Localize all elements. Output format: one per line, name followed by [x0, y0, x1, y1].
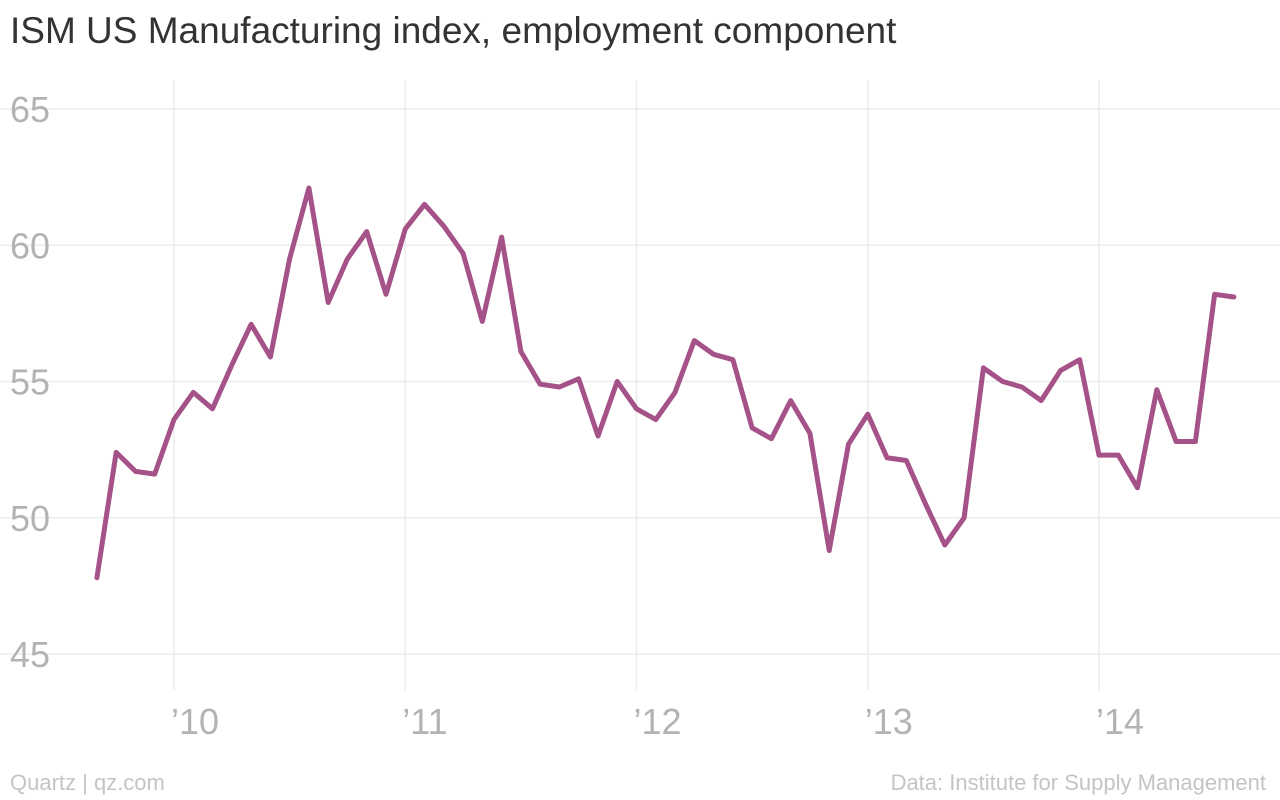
chart-title: ISM US Manufacturing index, employment c… [10, 10, 897, 51]
x-tick-label: ’10 [171, 701, 219, 742]
x-tick-label: ’11 [402, 701, 447, 742]
y-tick-label: 55 [10, 362, 50, 403]
x-tick-label: ’12 [634, 701, 682, 742]
y-tick-label: 45 [10, 634, 50, 675]
x-tick-label: ’14 [1096, 701, 1144, 742]
data-source: Data: Institute for Supply Management [890, 770, 1266, 795]
y-tick-label: 65 [10, 89, 50, 130]
source-credit: Quartz | qz.com [10, 770, 165, 795]
y-tick-label: 50 [10, 498, 50, 539]
x-tick-label: ’13 [865, 701, 913, 742]
y-tick-label: 60 [10, 225, 50, 266]
series-line [94, 185, 1237, 581]
